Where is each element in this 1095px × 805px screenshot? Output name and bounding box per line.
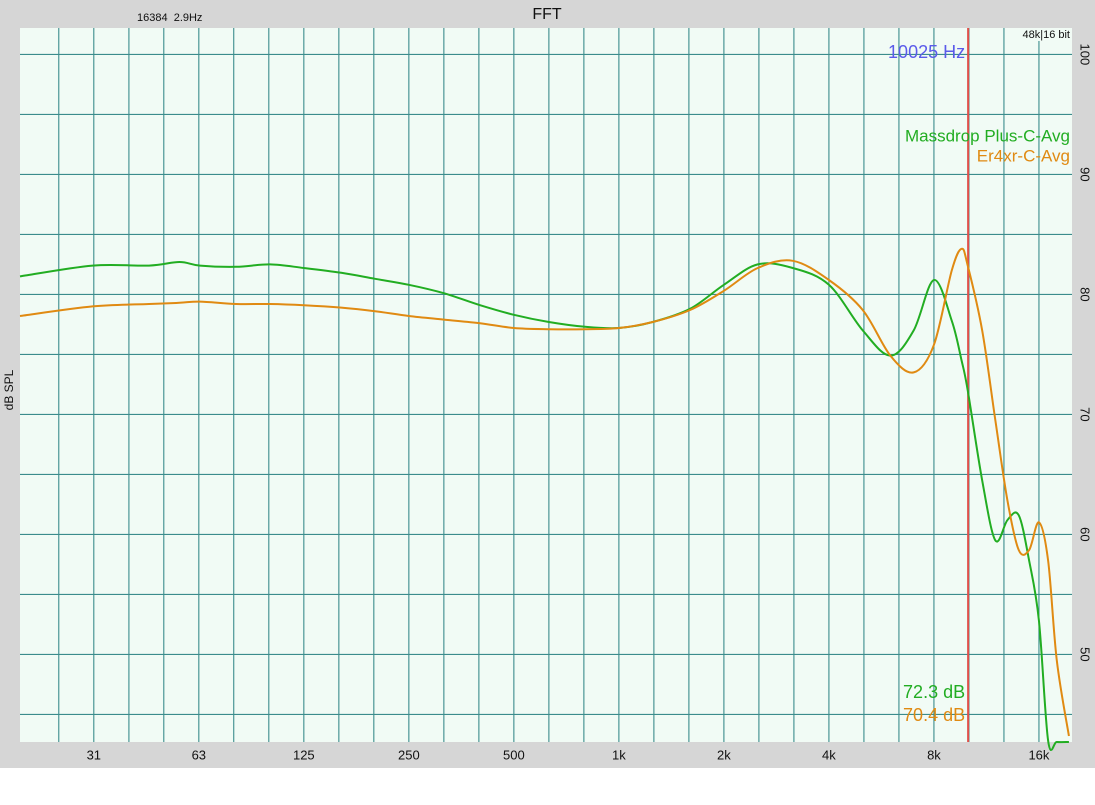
x-tick-label: 8k [927, 747, 941, 762]
data-line [19, 247, 1070, 737]
data-line [19, 260, 1069, 752]
x-tick-label: 250 [398, 747, 420, 762]
y-tick-label: 100 [1078, 44, 1093, 66]
cursor-readout: 72.3 dB [903, 682, 965, 702]
x-tick-label: 16k [1028, 747, 1049, 762]
header-info: 16384 2.9Hz [137, 12, 202, 24]
cursor-label: 10025 Hz [888, 42, 965, 62]
legend-entry: Massdrop Plus-C-Avg [905, 126, 1070, 145]
y-tick-label: 50 [1078, 647, 1093, 661]
plot-area [20, 28, 1072, 742]
y-tick-label: 60 [1078, 527, 1093, 541]
y-axis-label: dB SPL [2, 369, 16, 410]
y-tick-label: 80 [1078, 287, 1093, 301]
chart-title: FFT [532, 6, 562, 23]
y-tick-label: 70 [1078, 407, 1093, 421]
x-tick-label: 4k [822, 747, 836, 762]
format-info: 48k|16 bit [1022, 29, 1070, 41]
x-tick-label: 63 [192, 747, 206, 762]
x-tick-label: 2k [717, 747, 731, 762]
x-tick-label: 31 [87, 747, 101, 762]
legend-entry: Er4xr-C-Avg [977, 146, 1070, 165]
cursor-readout: 70.4 dB [903, 705, 965, 725]
x-tick-label: 500 [503, 747, 525, 762]
x-tick-label: 125 [293, 747, 315, 762]
y-tick-label: 90 [1078, 167, 1093, 181]
info-box [1014, 28, 1072, 41]
x-tick-label: 1k [612, 747, 626, 762]
